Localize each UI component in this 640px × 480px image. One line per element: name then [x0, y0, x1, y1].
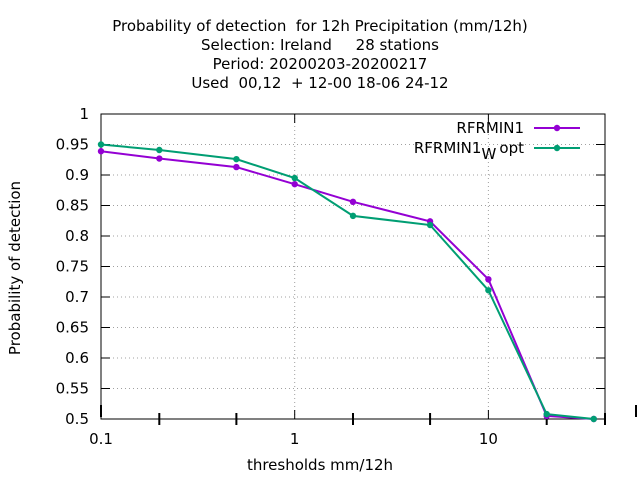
series-line: [100, 150, 594, 420]
data-point: [156, 155, 163, 162]
series-layer: [97, 141, 597, 423]
y-tick-label: 0.8: [65, 227, 89, 245]
data-point: [485, 287, 492, 294]
chart-title-line-2: Selection: Ireland 28 stations: [201, 36, 439, 54]
data-point: [426, 221, 434, 229]
y-tick-label: 0.6: [65, 349, 89, 367]
x-tick-label: 0.1: [89, 430, 113, 448]
data-point: [543, 410, 550, 418]
legend-label: RFRMIN1: [456, 119, 524, 137]
data-point: [349, 212, 357, 220]
data-point: [291, 180, 298, 188]
y-tick-label: 0.7: [65, 288, 89, 306]
data-point: [485, 276, 492, 283]
chart-title-line-1: Probability of detection for 12h Precipi…: [112, 17, 528, 35]
series-line: [100, 143, 594, 420]
data-point: [233, 163, 240, 171]
x-axis-label: thresholds mm/12h: [246, 456, 394, 474]
data-point: [156, 146, 163, 154]
y-tick-label: 0.85: [56, 197, 89, 215]
x-tick-label: 10: [479, 430, 498, 448]
series-1: [97, 148, 597, 423]
data-point: [97, 141, 105, 148]
y-tick-label: 0.95: [56, 136, 89, 154]
y-tick-label: 1: [79, 105, 89, 123]
y-tick-label: 0.9: [65, 166, 89, 184]
chart-title-line-3: Period: 20200203-20200217: [212, 55, 428, 73]
data-point: [349, 198, 357, 206]
legend-label: RFRMIN1W opt: [414, 139, 524, 163]
legend-marker: [553, 124, 561, 132]
y-tick-label: 0.75: [56, 258, 89, 276]
y-tick-label: 0.65: [56, 319, 89, 337]
legend: RFRMIN1 RFRMIN1W opt: [414, 119, 580, 163]
data-point: [97, 148, 105, 155]
x-tick-label: 1: [290, 430, 300, 448]
plot-border: [100, 113, 606, 420]
y-tick-label: 0.55: [56, 380, 89, 398]
y-tick-label: 0.5: [65, 410, 89, 428]
axes: 0.5 0.55 0.6 0.65 0.7 0.75 0.8 0.85 0.9 0.95 1 0.1 1…: [56, 105, 637, 448]
legend-marker: [553, 144, 561, 152]
chart-title-line-4: Used 00,12 + 12-00 18-06 24-12: [191, 74, 449, 92]
data-point: [233, 155, 240, 163]
data-point: [590, 415, 597, 423]
series-2: [97, 141, 597, 423]
data-point: [291, 174, 298, 182]
